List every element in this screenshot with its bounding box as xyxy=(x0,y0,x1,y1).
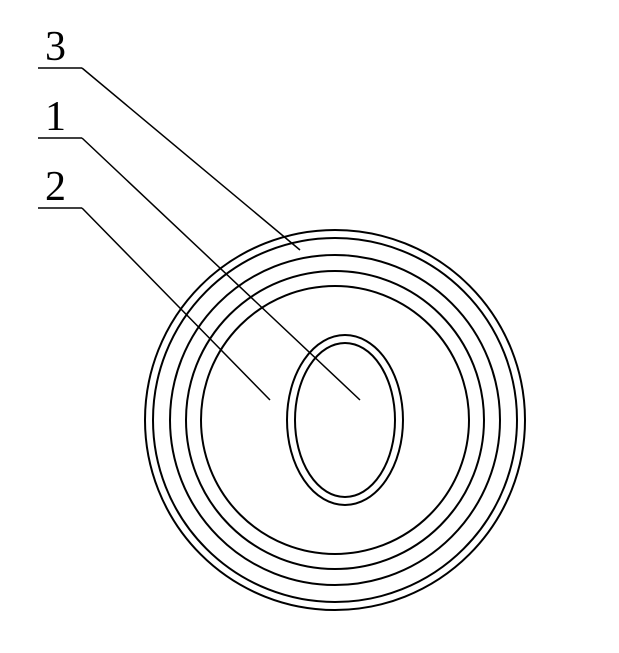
label-3: 3 xyxy=(45,24,66,70)
label-1: 1 xyxy=(45,94,66,140)
diagram-svg: 3 1 2 xyxy=(0,0,619,653)
label-2: 2 xyxy=(45,164,66,210)
background xyxy=(0,0,619,653)
